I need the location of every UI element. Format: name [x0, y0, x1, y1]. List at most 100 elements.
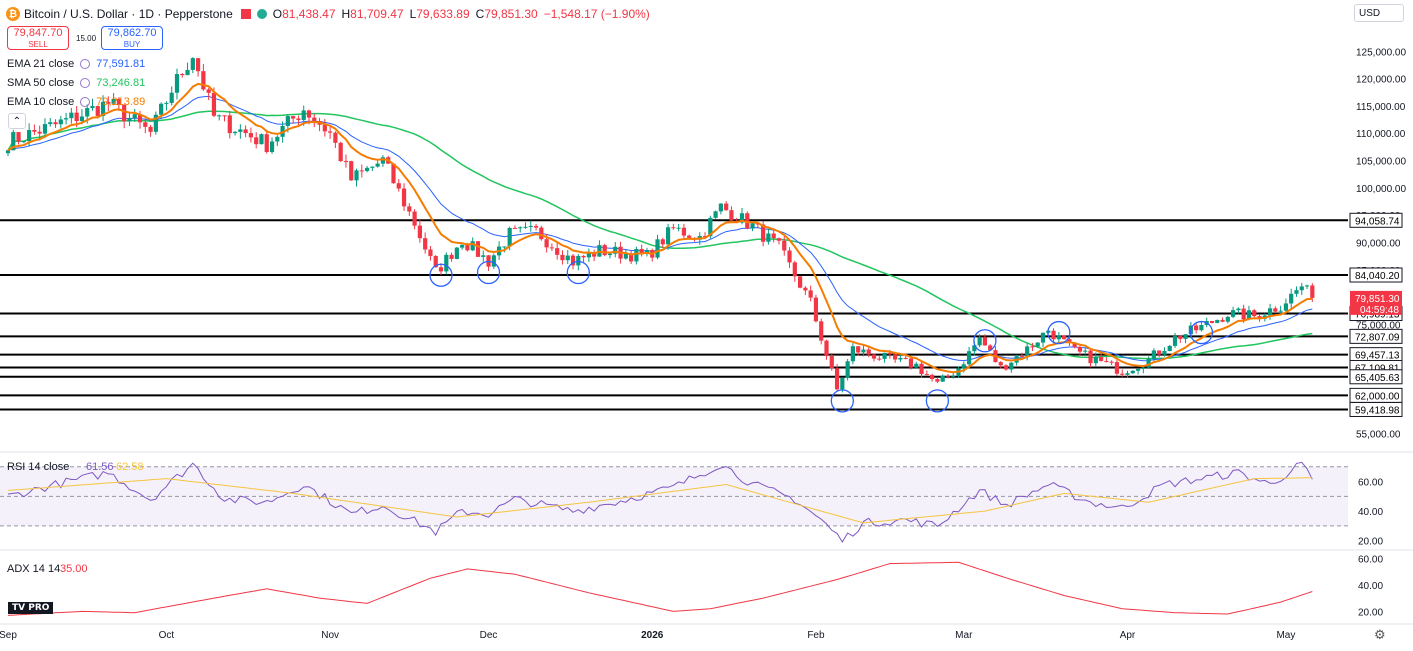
candle: [296, 118, 301, 120]
candle: [982, 337, 988, 346]
candle: [893, 354, 898, 360]
candle: [444, 254, 449, 272]
legend-value: 73,246.81: [96, 77, 146, 89]
candle: [713, 211, 718, 218]
candle: [940, 375, 945, 382]
candle: [375, 163, 380, 167]
flag-icon[interactable]: [240, 9, 251, 19]
candle: [1241, 308, 1246, 320]
collapse-legend-button[interactable]: ⌃: [8, 113, 26, 129]
adx-axis-label: 40.00: [1358, 581, 1383, 592]
candle: [396, 183, 401, 189]
candle: [291, 116, 296, 119]
candle: [1294, 290, 1299, 294]
legend-name: SMA 50 close: [7, 77, 75, 89]
candle: [681, 227, 687, 236]
candle: [766, 233, 771, 242]
candle: [882, 352, 887, 359]
candle: [555, 248, 560, 255]
legend-name: EMA 21 close: [7, 58, 75, 70]
sell-label: SELL: [28, 40, 48, 49]
legend-ema21[interactable]: EMA 21 close 77,591.81: [7, 58, 145, 70]
eye-icon[interactable]: [80, 59, 91, 69]
candle: [792, 262, 797, 277]
chart-header: ₿ Bitcoin / U.S. Dollar · 1D · Peppersto…: [6, 6, 656, 22]
candle: [961, 364, 966, 369]
candle: [254, 137, 259, 145]
candle: [1183, 334, 1188, 339]
candle: [729, 210, 734, 221]
candle: [359, 170, 364, 172]
candle: [972, 345, 977, 352]
annotation-circle: [566, 260, 590, 285]
level-label: 59,418.98: [1355, 405, 1400, 416]
candle: [11, 132, 16, 151]
currency-selector[interactable]: USD: [1354, 4, 1404, 22]
candle: [502, 246, 507, 248]
eye-icon[interactable]: [80, 97, 91, 107]
candle: [1109, 361, 1114, 363]
candle: [238, 129, 243, 132]
candle: [919, 363, 924, 375]
annotation-circle: [925, 389, 950, 413]
candle: [21, 141, 26, 143]
buy-button[interactable]: 79,862.70 BUY: [101, 26, 163, 50]
tradingview-logo: TV PRO: [8, 602, 54, 614]
candle: [1025, 346, 1030, 357]
candle: [1114, 362, 1120, 374]
candle: [1199, 324, 1204, 331]
candle: [739, 213, 745, 223]
candle: [676, 227, 681, 229]
candle: [930, 374, 935, 380]
level-label-box: [1349, 267, 1403, 283]
legend-sma50[interactable]: SMA 50 close 73,246.81: [7, 77, 145, 89]
candle: [174, 74, 180, 93]
gear-icon[interactable]: ⚙: [1374, 628, 1386, 643]
annotation-circle: [1189, 320, 1214, 345]
candle: [776, 238, 782, 241]
candle: [370, 166, 375, 168]
candle: [1220, 319, 1225, 322]
candle: [665, 227, 671, 245]
candle: [771, 233, 776, 239]
time-axis-label: Feb: [807, 630, 825, 641]
sell-button[interactable]: 79,847.70 SELL: [7, 26, 69, 50]
time-axis-label: Nov: [321, 630, 339, 641]
level-label-box: [1349, 328, 1403, 344]
eye-icon[interactable]: [80, 78, 91, 88]
level-label: 72,807.09: [1355, 332, 1400, 343]
chart-title[interactable]: Bitcoin / U.S. Dollar · 1D · Pepperstone: [24, 7, 233, 21]
price-axis-label: 100,000.00: [1356, 184, 1406, 195]
candle: [512, 227, 518, 229]
adx-line: [7, 561, 1313, 616]
candle: [570, 255, 576, 266]
candle: [1035, 342, 1040, 347]
time-axis-label: Apr: [1120, 630, 1136, 641]
candle: [217, 115, 222, 117]
candle: [565, 255, 570, 261]
candle: [1120, 373, 1125, 375]
candle: [412, 211, 417, 226]
candle: [951, 375, 956, 377]
price-axis-label: 75,000.00: [1356, 320, 1401, 331]
candle: [655, 239, 660, 258]
candle: [803, 287, 808, 291]
candle: [143, 122, 148, 127]
candle: [423, 238, 428, 250]
legend-ema10[interactable]: EMA 10 close 79,213.89: [7, 96, 145, 108]
candle: [903, 357, 908, 359]
candle: [232, 131, 238, 134]
rsi-axis-label: 40.00: [1358, 507, 1383, 518]
level-label: 69,457.13: [1355, 351, 1400, 362]
market-status-icon: [256, 9, 267, 19]
candle: [1172, 335, 1178, 346]
countdown-label: 04:59:48: [1360, 305, 1399, 316]
candle: [111, 99, 116, 104]
candle: [977, 337, 982, 346]
candle: [829, 356, 834, 369]
candle: [966, 351, 972, 365]
legend-name: EMA 10 close: [7, 96, 75, 108]
candle: [227, 115, 232, 134]
